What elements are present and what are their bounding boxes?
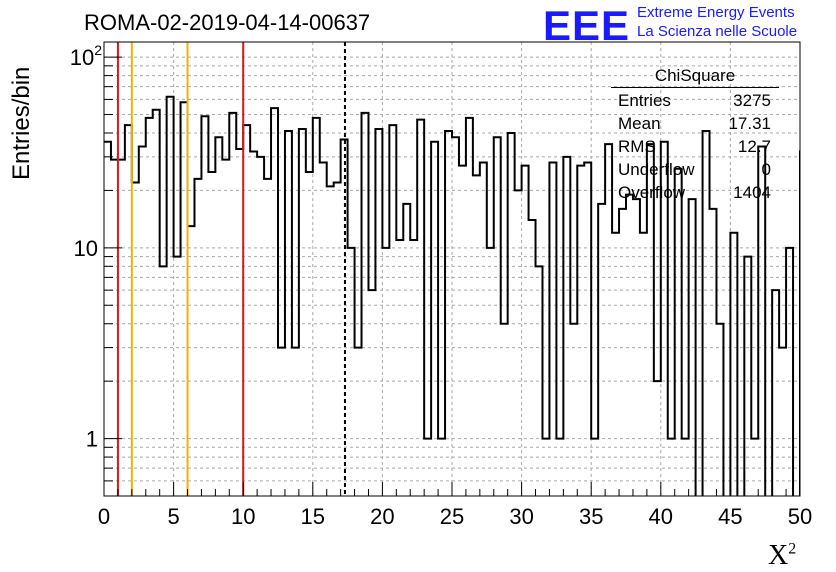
stats-title: ChiSquare [611, 66, 779, 88]
x-tick-label: 35 [579, 504, 603, 529]
y-ticks [104, 56, 122, 497]
logo-subtitle-2: La Scienza nelle Scuole [637, 23, 798, 40]
y-tick-label: 10 [74, 236, 98, 261]
x-tick-label: 10 [231, 504, 255, 529]
y-tick-label: 102 [70, 42, 102, 70]
x-tick-label: 15 [301, 504, 325, 529]
stats-box: ChiSquare Entries 3275 Mean 17.31 RMS 12.7 … [611, 66, 779, 204]
stats-row-entries: Entries 3275 [618, 91, 771, 110]
x-tick-label: 30 [509, 504, 533, 529]
marker-lines [116, 42, 346, 496]
x-tick-label: 40 [649, 504, 673, 529]
x-tick-label: 20 [370, 504, 394, 529]
grid [103, 42, 801, 496]
stats-row-rms: RMS 12.7 [618, 137, 771, 156]
x-axis-label: X2 [768, 540, 797, 571]
stats-row-underflow: Underflow 0 [618, 160, 771, 179]
histogram-outline [104, 95, 800, 496]
y-axis-label: Entries/bin [8, 66, 35, 180]
x-ticks [103, 482, 801, 496]
stats-row-mean: Mean 17.31 [618, 114, 771, 133]
x-tick-label: 25 [440, 504, 464, 529]
y-tick-label: 1 [86, 427, 98, 452]
x-tick-label: 50 [788, 504, 812, 529]
x-tick-label: 45 [718, 504, 742, 529]
x-tick-label: 0 [98, 504, 110, 529]
x-tick-label: 5 [167, 504, 179, 529]
run-title: ROMA-02-2019-04-14-00637 [84, 10, 371, 35]
histogram [104, 95, 800, 496]
logo-subtitle-1: Extreme Energy Events [637, 4, 795, 21]
stats-row-overflow: Overflow 1404 [618, 183, 771, 202]
eee-logo: EEE [543, 2, 631, 49]
